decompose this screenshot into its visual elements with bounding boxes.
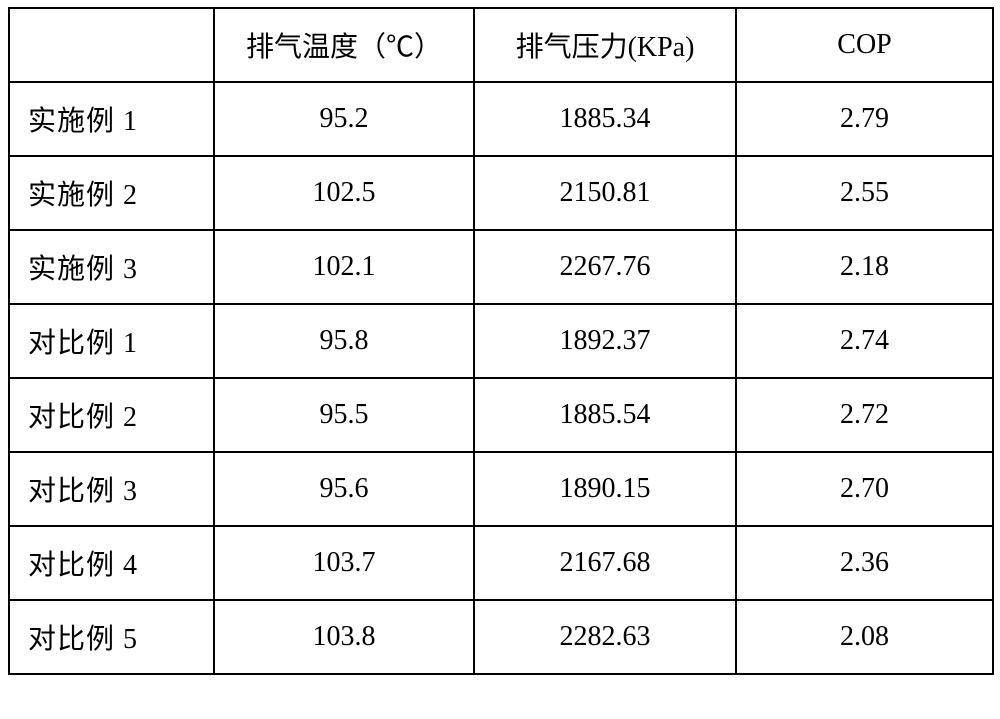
- cell-temp: 95.5: [214, 378, 474, 452]
- col-header-blank: [9, 8, 214, 82]
- table-row: 对比例 4 103.7 2167.68 2.36: [9, 526, 993, 600]
- cell-pressure: 1885.34: [474, 82, 736, 156]
- table-container: 排气温度（℃） 排气压力(KPa) COP 实施例 1 95.2 1885.34…: [0, 0, 1000, 683]
- cell-pressure: 2167.68: [474, 526, 736, 600]
- row-label: 对比例 4: [9, 526, 214, 600]
- row-label: 对比例 1: [9, 304, 214, 378]
- cell-pressure: 2267.76: [474, 230, 736, 304]
- cell-temp: 95.6: [214, 452, 474, 526]
- cell-pressure: 2282.63: [474, 600, 736, 674]
- table-row: 对比例 5 103.8 2282.63 2.08: [9, 600, 993, 674]
- col-header-pressure: 排气压力(KPa): [474, 8, 736, 82]
- table-row: 实施例 1 95.2 1885.34 2.79: [9, 82, 993, 156]
- col-header-temp: 排气温度（℃）: [214, 8, 474, 82]
- table-row: 对比例 2 95.5 1885.54 2.72: [9, 378, 993, 452]
- row-label: 对比例 2: [9, 378, 214, 452]
- cell-temp: 102.5: [214, 156, 474, 230]
- cell-cop: 2.72: [736, 378, 993, 452]
- cell-temp: 95.2: [214, 82, 474, 156]
- row-label: 实施例 2: [9, 156, 214, 230]
- table-row: 实施例 3 102.1 2267.76 2.18: [9, 230, 993, 304]
- table-row: 实施例 2 102.5 2150.81 2.55: [9, 156, 993, 230]
- table-row: 对比例 3 95.6 1890.15 2.70: [9, 452, 993, 526]
- cell-cop: 2.36: [736, 526, 993, 600]
- cell-pressure: 1892.37: [474, 304, 736, 378]
- row-label: 实施例 3: [9, 230, 214, 304]
- cell-cop: 2.55: [736, 156, 993, 230]
- cell-cop: 2.74: [736, 304, 993, 378]
- cell-temp: 102.1: [214, 230, 474, 304]
- cell-cop: 2.70: [736, 452, 993, 526]
- table-header-row: 排气温度（℃） 排气压力(KPa) COP: [9, 8, 993, 82]
- cell-temp: 103.8: [214, 600, 474, 674]
- cell-temp: 103.7: [214, 526, 474, 600]
- cell-pressure: 1885.54: [474, 378, 736, 452]
- cell-cop: 2.18: [736, 230, 993, 304]
- cell-cop: 2.08: [736, 600, 993, 674]
- col-header-cop: COP: [736, 8, 993, 82]
- cell-pressure: 1890.15: [474, 452, 736, 526]
- data-table: 排气温度（℃） 排气压力(KPa) COP 实施例 1 95.2 1885.34…: [8, 7, 994, 675]
- table-row: 对比例 1 95.8 1892.37 2.74: [9, 304, 993, 378]
- cell-cop: 2.79: [736, 82, 993, 156]
- cell-pressure: 2150.81: [474, 156, 736, 230]
- cell-temp: 95.8: [214, 304, 474, 378]
- row-label: 对比例 5: [9, 600, 214, 674]
- row-label: 对比例 3: [9, 452, 214, 526]
- row-label: 实施例 1: [9, 82, 214, 156]
